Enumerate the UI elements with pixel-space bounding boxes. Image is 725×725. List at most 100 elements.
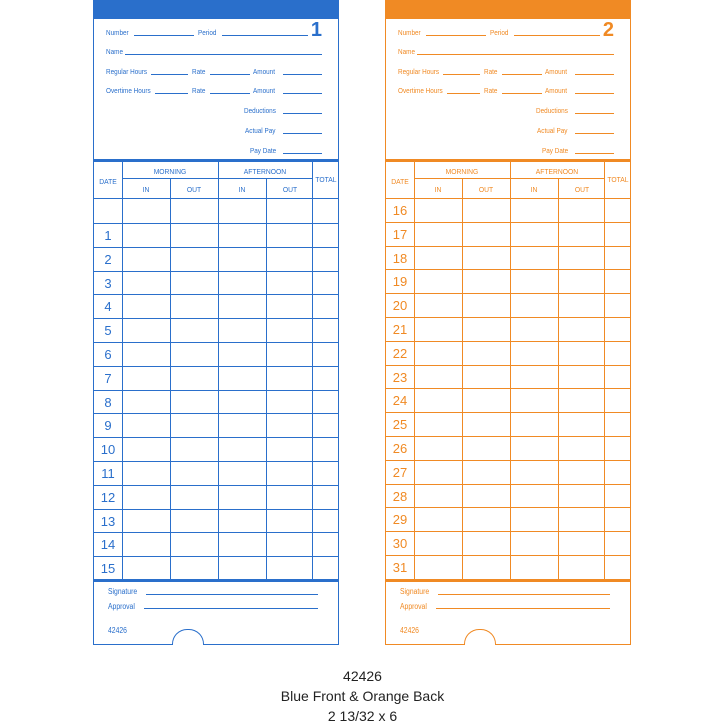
time-cell[interactable]: [415, 532, 461, 554]
time-cell[interactable]: [219, 248, 265, 270]
time-cell[interactable]: [463, 294, 509, 316]
time-cell[interactable]: [219, 557, 265, 579]
field-line[interactable]: [125, 54, 322, 55]
time-cell[interactable]: [123, 391, 169, 413]
time-cell[interactable]: [463, 199, 509, 221]
time-cell[interactable]: [511, 413, 557, 435]
time-cell[interactable]: [463, 318, 509, 340]
time-cell[interactable]: [463, 461, 509, 483]
time-cell[interactable]: [219, 533, 265, 555]
time-cell[interactable]: [219, 295, 265, 317]
time-cell[interactable]: [511, 199, 557, 221]
time-cell[interactable]: [123, 414, 169, 436]
time-cell[interactable]: [313, 438, 339, 460]
time-cell[interactable]: [559, 366, 603, 388]
time-cell[interactable]: [123, 343, 169, 365]
field-line[interactable]: [155, 93, 188, 94]
time-cell[interactable]: [463, 508, 509, 530]
time-cell[interactable]: [463, 270, 509, 292]
time-cell[interactable]: [511, 461, 557, 483]
time-cell[interactable]: [559, 270, 603, 292]
time-cell[interactable]: [559, 223, 603, 245]
time-cell[interactable]: [511, 366, 557, 388]
time-cell[interactable]: [559, 247, 603, 269]
time-cell[interactable]: [511, 294, 557, 316]
time-cell[interactable]: [219, 199, 265, 222]
time-cell[interactable]: [219, 367, 265, 389]
field-line[interactable]: [283, 153, 322, 154]
time-cell[interactable]: [559, 318, 603, 340]
field-line[interactable]: [575, 133, 614, 134]
time-cell[interactable]: [605, 389, 631, 411]
time-cell[interactable]: [123, 510, 169, 532]
time-cell[interactable]: [313, 486, 339, 508]
time-cell[interactable]: [171, 295, 217, 317]
time-cell[interactable]: [171, 414, 217, 436]
field-line[interactable]: [146, 594, 318, 595]
time-cell[interactable]: [123, 462, 169, 484]
time-cell[interactable]: [415, 556, 461, 578]
time-cell[interactable]: [267, 224, 311, 246]
field-line[interactable]: [575, 113, 614, 114]
field-line[interactable]: [283, 133, 322, 134]
time-cell[interactable]: [267, 367, 311, 389]
time-cell[interactable]: [219, 224, 265, 246]
time-cell[interactable]: [219, 486, 265, 508]
time-cell[interactable]: [559, 389, 603, 411]
field-line[interactable]: [575, 153, 614, 154]
time-cell[interactable]: [605, 342, 631, 364]
time-cell[interactable]: [415, 508, 461, 530]
time-cell[interactable]: [171, 533, 217, 555]
field-line[interactable]: [222, 35, 308, 36]
time-cell[interactable]: [171, 343, 217, 365]
time-cell[interactable]: [415, 270, 461, 292]
time-cell[interactable]: [511, 508, 557, 530]
time-cell[interactable]: [605, 294, 631, 316]
field-line[interactable]: [283, 113, 322, 114]
time-cell[interactable]: [171, 367, 217, 389]
time-cell[interactable]: [219, 462, 265, 484]
time-cell[interactable]: [605, 508, 631, 530]
time-cell[interactable]: [171, 248, 217, 270]
field-line[interactable]: [151, 74, 188, 75]
time-cell[interactable]: [171, 438, 217, 460]
time-cell[interactable]: [267, 272, 311, 294]
time-cell[interactable]: [511, 437, 557, 459]
time-cell[interactable]: [313, 367, 339, 389]
time-cell[interactable]: [267, 248, 311, 270]
time-cell[interactable]: [463, 342, 509, 364]
time-cell[interactable]: [605, 485, 631, 507]
time-cell[interactable]: [415, 389, 461, 411]
field-line[interactable]: [283, 93, 322, 94]
time-cell[interactable]: [313, 248, 339, 270]
time-cell[interactable]: [559, 199, 603, 221]
time-cell[interactable]: [267, 391, 311, 413]
field-line[interactable]: [502, 93, 542, 94]
time-cell[interactable]: [511, 556, 557, 578]
time-cell[interactable]: [511, 270, 557, 292]
field-line[interactable]: [575, 93, 614, 94]
time-cell[interactable]: [559, 508, 603, 530]
time-cell[interactable]: [123, 224, 169, 246]
time-cell[interactable]: [511, 532, 557, 554]
time-cell[interactable]: [313, 272, 339, 294]
time-cell[interactable]: [123, 438, 169, 460]
field-line[interactable]: [447, 93, 480, 94]
time-cell[interactable]: [267, 557, 311, 579]
time-cell[interactable]: [415, 294, 461, 316]
time-cell[interactable]: [123, 533, 169, 555]
time-cell[interactable]: [605, 461, 631, 483]
time-cell[interactable]: [463, 389, 509, 411]
time-cell[interactable]: [559, 294, 603, 316]
time-cell[interactable]: [267, 462, 311, 484]
time-cell[interactable]: [267, 295, 311, 317]
time-cell[interactable]: [123, 248, 169, 270]
time-cell[interactable]: [605, 437, 631, 459]
time-cell[interactable]: [415, 223, 461, 245]
time-cell[interactable]: [123, 272, 169, 294]
time-cell[interactable]: [171, 272, 217, 294]
time-cell[interactable]: [313, 557, 339, 579]
time-cell[interactable]: [605, 223, 631, 245]
time-cell[interactable]: [123, 557, 169, 579]
time-cell[interactable]: [219, 343, 265, 365]
